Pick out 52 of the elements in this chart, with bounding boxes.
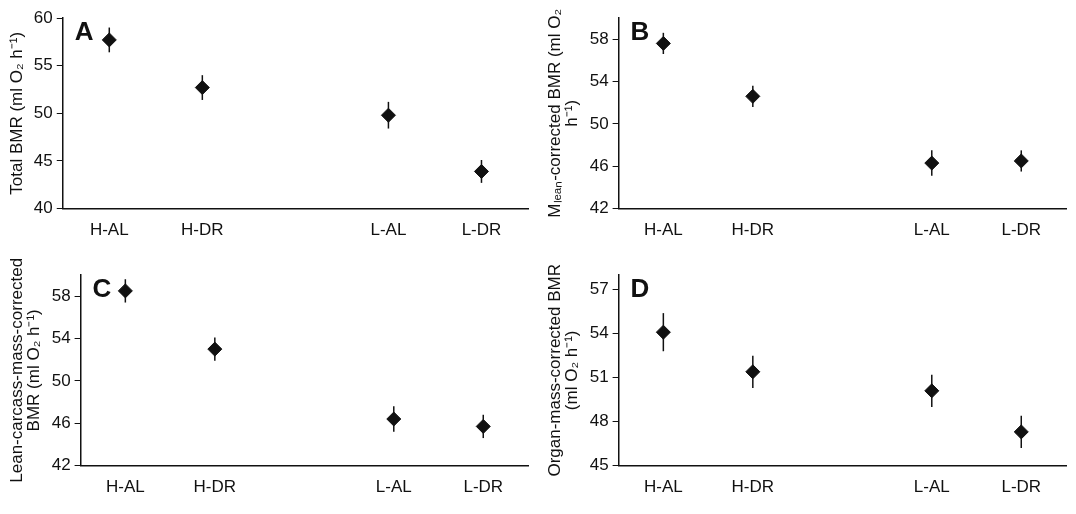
y-tick-label: 42 [51,455,71,475]
x-tick-label: H-AL [643,477,683,497]
x-tick-label: L-DR [461,220,502,240]
x-tick-label: L-DR [463,477,504,497]
x-tick-label: H-DR [181,220,224,240]
point [655,324,671,340]
y-tick-label: 40 [33,198,53,218]
chart-title: B [630,16,650,47]
y-tick-label: 42 [589,198,609,218]
y-tick-label: 55 [33,55,53,75]
point [475,418,491,434]
x-tick-label: H-AL [643,220,683,240]
x-tick-label: H-DR [731,220,775,240]
y-tick-label: 60 [33,7,53,27]
x-tick-label: L-AL [370,220,407,240]
point [1013,424,1029,440]
x-tick-label: H-AL [105,477,145,497]
y-tick-label: 45 [589,455,609,475]
point [117,283,133,299]
x-tick-label: L-AL [375,477,412,497]
y-axis-title: Mₗₑₐₙ-corrected BMR (ml O₂ h⁻¹) [544,8,582,218]
chart-title: C [92,273,112,304]
y-tick-label: 57 [589,279,609,299]
y-tick-label: 48 [589,411,609,431]
y-tick-label: 50 [51,370,71,390]
y-tick-label: 46 [51,412,71,432]
y-tick-label: 46 [589,155,609,175]
y-tick-label: 51 [589,367,609,387]
x-tick-label: L-AL [913,477,950,497]
y-tick-label: 45 [33,150,53,170]
y-tick-label: 58 [589,28,609,48]
point [1013,153,1029,169]
x-tick-label: L-DR [1001,220,1042,240]
x-tick-label: H-DR [193,477,237,497]
point [101,32,117,48]
y-tick-label: 50 [33,102,53,122]
x-tick-label: H-AL [89,220,129,240]
x-tick-label: H-DR [731,477,775,497]
y-axis-title: Lean-carcass-mass-corrected BMR (ml O₂ h⁻¹) [6,257,44,483]
y-tick-label: 50 [589,113,609,133]
y-tick-label: 54 [589,323,609,343]
y-axis-title: Total BMR (ml O₂ h⁻¹) [6,31,26,195]
point [194,80,210,96]
point [380,107,396,123]
y-axis-title: Organ-mass-corrected BMR (ml O₂ h⁻¹) [544,264,582,477]
x-tick-label: L-AL [913,220,950,240]
y-tick-label: 58 [51,285,71,305]
chart-title: A [74,16,94,47]
y-tick-label: 54 [51,328,71,348]
x-tick-label: L-DR [1001,477,1042,497]
chart-title: D [630,273,650,304]
y-tick-label: 54 [589,71,609,91]
